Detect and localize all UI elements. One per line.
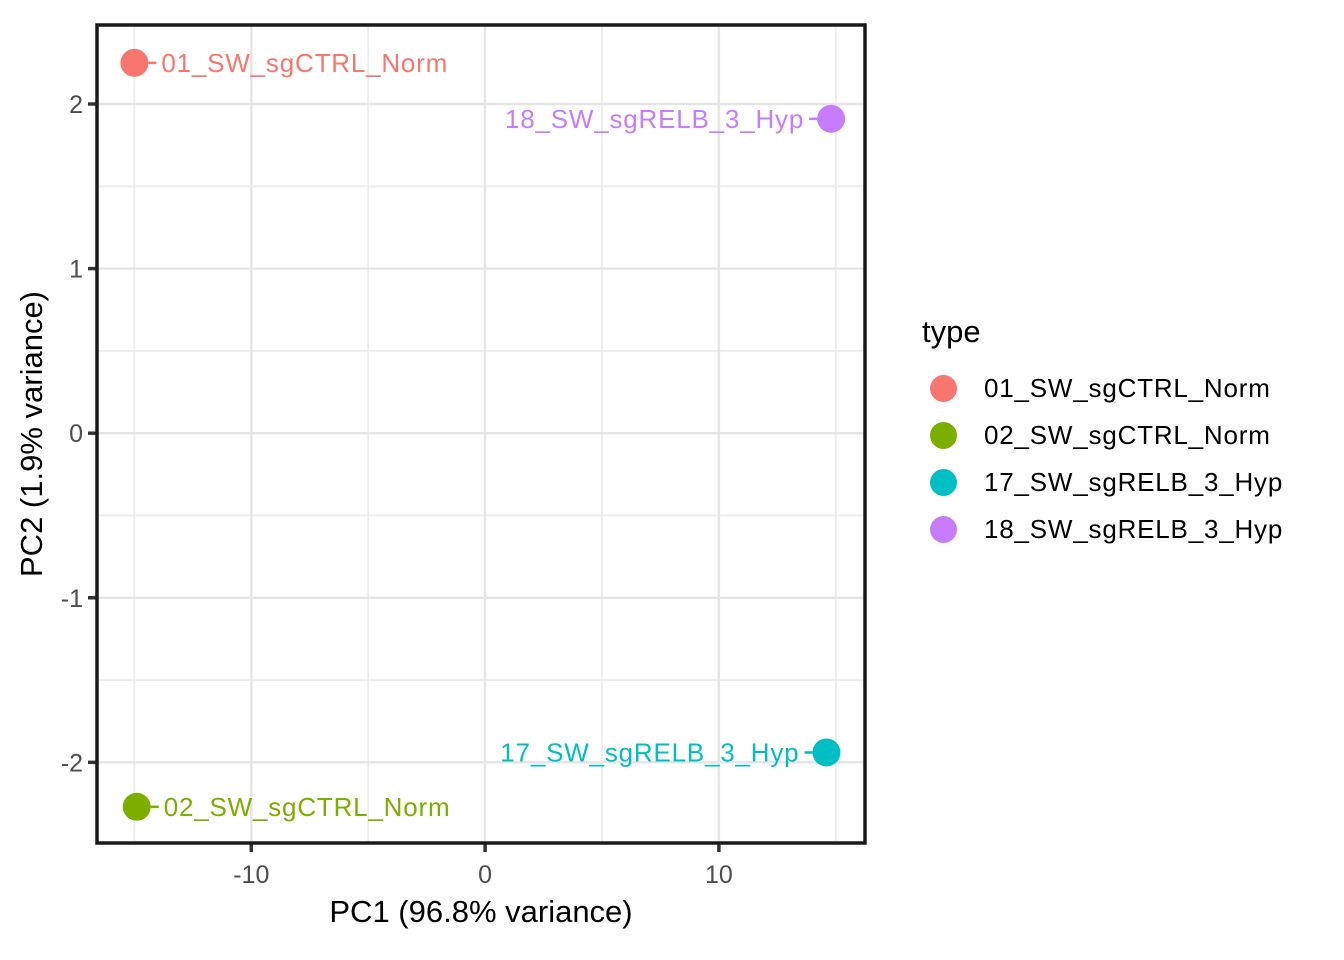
point-label: 18_SW_sgRELB_3_Hyp [505, 104, 804, 134]
legend-swatch-purple-icon [930, 516, 957, 543]
x-axis-title: PC1 (96.8% variance) [329, 894, 632, 929]
data-point [812, 738, 841, 767]
legend: type 01_SW_sgCTRL_Norm 02_SW_sgCTRL_Norm… [917, 312, 1283, 553]
x-tick-label: -10 [233, 861, 269, 889]
panel-border [95, 23, 867, 845]
legend-item: 18_SW_sgRELB_3_Hyp [917, 506, 1283, 553]
y-axis-title: PC2 (1.9% variance) [14, 291, 49, 577]
legend-title: type [922, 314, 981, 349]
legend-item-label: 02_SW_sgCTRL_Norm [984, 420, 1271, 450]
legend-swatch-green-icon [930, 422, 957, 449]
y-tick-label: 2 [69, 91, 83, 119]
legend-item: 17_SW_sgRELB_3_Hyp [917, 459, 1283, 506]
legend-item-label: 17_SW_sgRELB_3_Hyp [984, 467, 1284, 497]
plot-panel: -10 0 10-2-101201_SW_sgCTRL_Norm02_SW_sgCT… [61, 23, 867, 889]
point-label: 02_SW_sgCTRL_Norm [164, 792, 451, 822]
data-point [817, 104, 846, 133]
data-point [122, 792, 151, 821]
data-point [120, 48, 149, 77]
legend-item-label: 01_SW_sgCTRL_Norm [984, 373, 1271, 403]
legend-item: 01_SW_sgCTRL_Norm [917, 365, 1283, 412]
legend-swatch-red-icon [930, 375, 957, 402]
x-tick-label: 10 [705, 861, 733, 889]
x-tick-label: 0 [478, 861, 492, 889]
legend-swatch-teal-icon [930, 469, 957, 496]
point-label: 17_SW_sgRELB_3_Hyp [500, 737, 799, 767]
point-label: 01_SW_sgCTRL_Norm [161, 48, 448, 78]
y-tick-label: 0 [69, 420, 83, 448]
y-tick-label: 1 [69, 256, 83, 284]
y-tick-label: -1 [61, 585, 83, 613]
y-tick-label: -2 [61, 749, 83, 777]
legend-item-label: 18_SW_sgRELB_3_Hyp [984, 514, 1284, 544]
legend-item: 02_SW_sgCTRL_Norm [917, 412, 1283, 459]
